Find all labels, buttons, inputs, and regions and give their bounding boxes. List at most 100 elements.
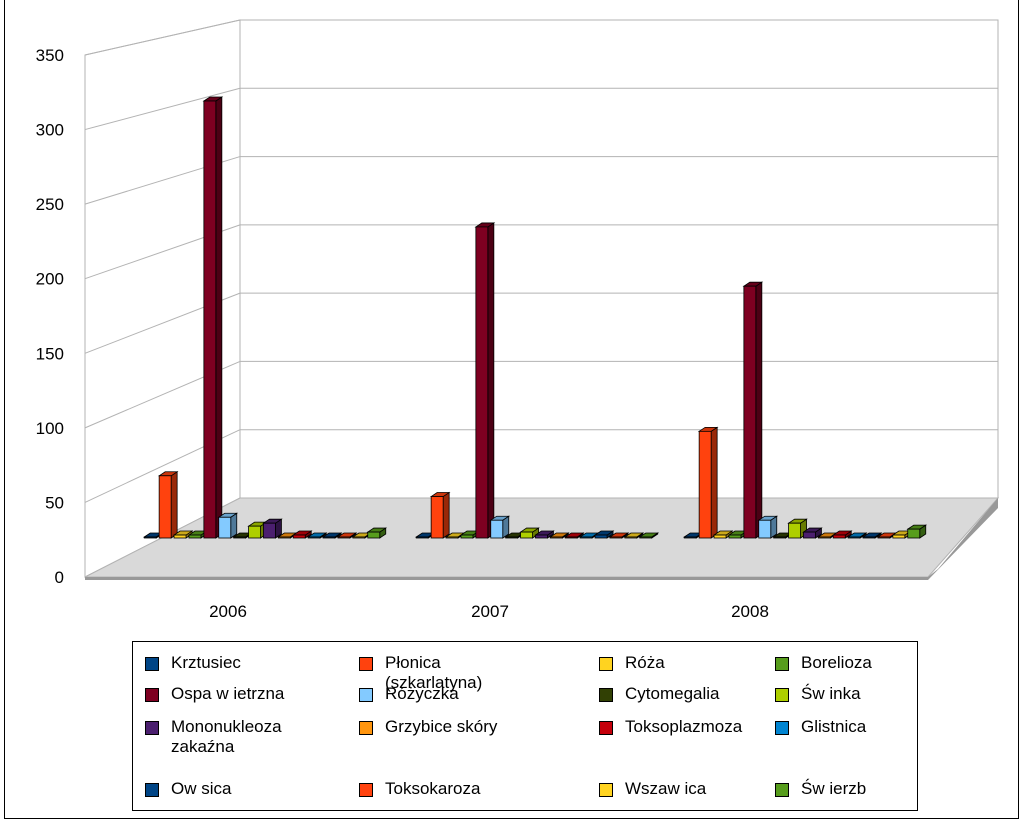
legend-item: Płonica (szkarlatyna) [359,653,539,693]
legend-label: Grzybice skóry [385,717,498,736]
bar [322,536,336,539]
bar [203,100,217,539]
bar [713,534,727,539]
legend-swatch [359,721,373,735]
bar [233,536,247,539]
legend-label: Borelioza [801,653,872,672]
legend-swatch [359,657,373,671]
bar [832,534,846,539]
bar [698,430,712,539]
legend-swatch [775,721,789,735]
chart-legend: Krztusiec Płonica (szkarlatyna) Róża Boreli… [132,641,918,811]
legend-item: Wszaw ica [599,779,779,799]
legend-label: Wszaw ica [625,779,707,798]
legend-item: Różyczka [359,684,539,704]
x-tick-label: 2008 [731,602,769,621]
chart-frame [4,0,1019,819]
y-tick-label: 150 [36,344,64,363]
bar-side [215,96,223,539]
bar-side [487,222,495,539]
bar [445,536,459,539]
legend-item: Glistnica [775,717,955,737]
legend-item: Św inka [775,684,955,704]
bar [352,536,366,539]
bar [520,531,533,539]
legend-swatch [145,657,159,671]
y-tick-label: 250 [36,195,64,214]
legend-swatch [145,783,159,797]
bar [609,536,623,539]
legend-label: Ow sica [171,779,232,798]
legend-label: Mononukleoza zakaźna [171,717,282,756]
legend-item: Grzybice skóry [359,717,539,737]
y-tick-label: 200 [36,270,64,289]
bar [475,226,489,539]
legend-label: Cytomegalia [625,684,720,703]
bar [430,496,444,539]
gridline-side [84,87,241,131]
bar-side [170,471,178,539]
bar-side [442,491,450,539]
legend-label: Ospa w ietrzna [171,684,285,703]
legend-label: Toksoplazmoza [625,717,743,736]
y-tick-label: 350 [36,46,64,65]
bar-side [755,281,763,539]
y-tick-label: 300 [36,121,64,140]
legend-item: Toksoplazmoza [599,717,779,737]
legend-label: Św inka [801,684,861,703]
y-tick-label: 0 [55,568,64,587]
gridline-side [84,19,241,56]
legend-swatch [599,688,613,702]
x-tick-label: 2006 [209,602,247,621]
legend-swatch [775,657,789,671]
bar [218,516,232,539]
bar [263,522,276,539]
bar [907,528,921,539]
legend-swatch [359,688,373,702]
bar [758,519,772,539]
legend-swatch [359,783,373,797]
bar-side [710,426,718,539]
bar [728,534,742,539]
bar [188,534,202,539]
bar [173,534,187,539]
bar [158,475,172,539]
legend-swatch [145,688,159,702]
legend-label: Glistnica [801,717,867,736]
bar [307,536,321,539]
bar [624,536,638,539]
bar [683,536,697,539]
y-tick-label: 50 [45,493,64,512]
legend-label: Toksokaroza [385,779,481,798]
legend-label: Płonica (szkarlatyna) [385,653,483,692]
y-tick-label: 100 [36,419,64,438]
legend-label: Krztusiec [171,653,241,672]
bar [337,536,351,539]
bar [639,536,653,539]
chart-plot: 0 50 100 150 200 250 300 350 2006 2007 2008 [36,19,1000,621]
bar [535,534,548,539]
legend-label: Róża [625,653,665,672]
bar [862,536,876,539]
legend-item: Toksokaroza [359,779,539,799]
legend-swatch [145,721,159,735]
bar [817,536,831,539]
bar [594,534,608,539]
bar [564,536,578,539]
bar [143,536,157,539]
bar [803,531,816,539]
bar [505,536,519,539]
bar [847,536,861,539]
legend-item: Ospa w ietrzna [145,684,325,704]
back-wall [239,19,999,499]
legend-item: Cytomegalia [599,684,779,704]
legend-swatch [775,783,789,797]
bar [743,285,757,539]
legend-item: Św ierzb [775,779,955,799]
x-tick-label: 2007 [471,602,509,621]
bar [248,525,261,539]
bar [788,522,801,539]
legend-item: Borelioza [775,653,955,673]
bar [277,536,291,539]
bar [773,536,787,539]
